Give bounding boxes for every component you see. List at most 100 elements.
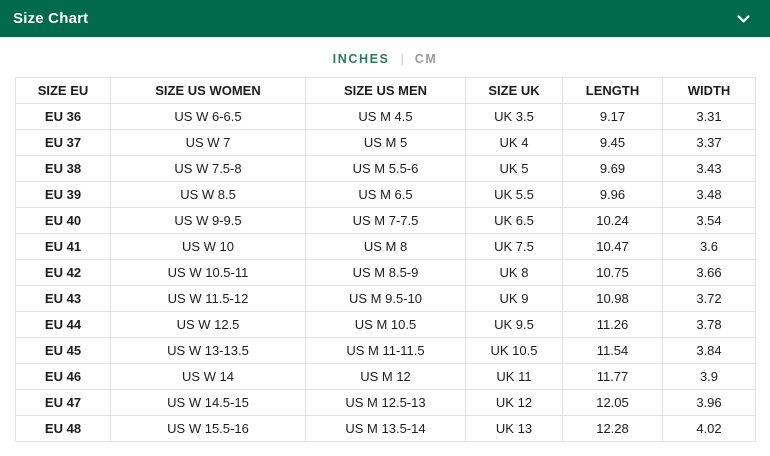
cell-length: 10.98 <box>562 285 663 312</box>
cell-size-us-women: US W 6-6.5 <box>110 103 306 130</box>
cell-size-us-men: US M 12.5-13 <box>305 389 466 416</box>
cell-size-us-women: US W 15.5-16 <box>110 415 306 442</box>
table-row: EU 45 US W 13-13.5 US M 11-11.5 UK 10.5 11.5… <box>15 337 756 364</box>
cell-size-us-women: US W 8.5 <box>110 181 306 208</box>
cell-length: 9.17 <box>562 103 663 130</box>
col-header-length: LENGTH <box>562 77 663 104</box>
cell-size-us-women: US W 7 <box>110 129 306 156</box>
cell-size-us-men: US M 5 <box>305 129 466 156</box>
cell-size-us-women: US W 14 <box>110 363 306 390</box>
cell-length: 9.96 <box>562 181 663 208</box>
cell-length: 11.26 <box>562 311 663 338</box>
table-row: EU 40 US W 9-9.5 US M 7-7.5 UK 6.5 10.24 3.54 <box>15 207 756 234</box>
size-conversion-table: SIZE EU SIZE US WOMEN SIZE US MEN SIZE U… <box>15 77 756 442</box>
unit-option-cm[interactable]: CM <box>414 52 438 66</box>
cell-width: 3.66 <box>662 259 756 286</box>
cell-size-us-men: US M 11-11.5 <box>305 337 466 364</box>
cell-width: 3.48 <box>662 181 756 208</box>
cell-size-us-men: US M 9.5-10 <box>305 285 466 312</box>
table-row: EU 47 US W 14.5-15 US M 12.5-13 UK 12 12.05 3… <box>15 389 756 416</box>
table-row: EU 37 US W 7 US M 5 UK 4 9.45 3.37 <box>15 129 756 156</box>
cell-width: 3.37 <box>662 129 756 156</box>
cell-size-us-women: US W 10.5-11 <box>110 259 306 286</box>
table-row: EU 46 US W 14 US M 12 UK 11 11.77 3.9 <box>15 363 756 390</box>
cell-size-eu: EU 40 <box>15 207 111 234</box>
unit-option-inches[interactable]: INCHES <box>332 52 390 66</box>
cell-length: 12.05 <box>562 389 663 416</box>
cell-size-us-men: US M 8 <box>305 233 466 260</box>
table-row: EU 43 US W 11.5-12 US M 9.5-10 UK 9 10.98 3.7… <box>15 285 756 312</box>
cell-size-uk: UK 3.5 <box>465 103 563 130</box>
cell-width: 3.31 <box>662 103 756 130</box>
cell-size-eu: EU 48 <box>15 415 111 442</box>
cell-size-uk: UK 9.5 <box>465 311 563 338</box>
col-header-size-us-men: SIZE US MEN <box>305 77 466 104</box>
col-header-width: WIDTH <box>662 77 756 104</box>
size-chart-header-bar[interactable]: Size Chart <box>0 0 770 37</box>
cell-size-eu: EU 47 <box>15 389 111 416</box>
cell-width: 3.78 <box>662 311 756 338</box>
cell-length: 9.45 <box>562 129 663 156</box>
unit-toggle-divider: | <box>400 52 404 66</box>
cell-length: 11.77 <box>562 363 663 390</box>
cell-width: 3.72 <box>662 285 756 312</box>
cell-size-eu: EU 37 <box>15 129 111 156</box>
cell-size-us-men: US M 10.5 <box>305 311 466 338</box>
cell-size-uk: UK 5 <box>465 155 563 182</box>
cell-width: 3.6 <box>662 233 756 260</box>
cell-length: 10.75 <box>562 259 663 286</box>
cell-size-eu: EU 45 <box>15 337 111 364</box>
table-row: EU 39 US W 8.5 US M 6.5 UK 5.5 9.96 3.48 <box>15 181 756 208</box>
cell-size-eu: EU 39 <box>15 181 111 208</box>
cell-size-us-women: US W 12.5 <box>110 311 306 338</box>
cell-size-uk: UK 11 <box>465 363 563 390</box>
cell-length: 12.28 <box>562 415 663 442</box>
table-row: EU 38 US W 7.5-8 US M 5.5-6 UK 5 9.69 3.43 <box>15 155 756 182</box>
cell-size-uk: UK 13 <box>465 415 563 442</box>
cell-length: 10.24 <box>562 207 663 234</box>
cell-size-eu: EU 44 <box>15 311 111 338</box>
cell-size-eu: EU 42 <box>15 259 111 286</box>
col-header-size-uk: SIZE UK <box>465 77 563 104</box>
cell-size-uk: UK 8 <box>465 259 563 286</box>
cell-size-eu: EU 38 <box>15 155 111 182</box>
table-row: EU 42 US W 10.5-11 US M 8.5-9 UK 8 10.75 3.66 <box>15 259 756 286</box>
cell-size-us-men: US M 4.5 <box>305 103 466 130</box>
cell-size-uk: UK 12 <box>465 389 563 416</box>
cell-size-us-women: US W 10 <box>110 233 306 260</box>
cell-size-us-women: US W 9-9.5 <box>110 207 306 234</box>
table-header-row: SIZE EU SIZE US WOMEN SIZE US MEN SIZE U… <box>15 77 756 104</box>
col-header-size-eu: SIZE EU <box>15 77 111 104</box>
table-row: EU 41 US W 10 US M 8 UK 7.5 10.47 3.6 <box>15 233 756 260</box>
cell-width: 3.84 <box>662 337 756 364</box>
cell-size-us-men: US M 7-7.5 <box>305 207 466 234</box>
cell-length: 11.54 <box>562 337 663 364</box>
cell-width: 3.96 <box>662 389 756 416</box>
unit-toggle: INCHES | CM <box>0 52 770 66</box>
cell-size-uk: UK 4 <box>465 129 563 156</box>
cell-size-uk: UK 10.5 <box>465 337 563 364</box>
cell-size-us-women: US W 11.5-12 <box>110 285 306 312</box>
cell-width: 3.9 <box>662 363 756 390</box>
cell-size-us-men: US M 8.5-9 <box>305 259 466 286</box>
cell-size-eu: EU 41 <box>15 233 111 260</box>
table-row: EU 44 US W 12.5 US M 10.5 UK 9.5 11.26 3.78 <box>15 311 756 338</box>
cell-size-eu: EU 46 <box>15 363 111 390</box>
chevron-down-icon[interactable] <box>735 10 752 27</box>
cell-size-uk: UK 6.5 <box>465 207 563 234</box>
cell-width: 3.43 <box>662 155 756 182</box>
cell-width: 4.02 <box>662 415 756 442</box>
size-table-body: EU 36 US W 6-6.5 US M 4.5 UK 3.5 9.17 3.31 EU … <box>15 103 756 442</box>
cell-length: 10.47 <box>562 233 663 260</box>
col-header-size-us-women: SIZE US WOMEN <box>110 77 306 104</box>
table-row: EU 48 US W 15.5-16 US M 13.5-14 UK 13 12.28 4… <box>15 415 756 442</box>
cell-size-us-men: US M 6.5 <box>305 181 466 208</box>
cell-size-uk: UK 5.5 <box>465 181 563 208</box>
cell-size-us-men: US M 13.5-14 <box>305 415 466 442</box>
cell-size-us-women: US W 7.5-8 <box>110 155 306 182</box>
cell-size-us-women: US W 13-13.5 <box>110 337 306 364</box>
table-row: EU 36 US W 6-6.5 US M 4.5 UK 3.5 9.17 3.31 <box>15 103 756 130</box>
cell-size-eu: EU 36 <box>15 103 111 130</box>
cell-size-uk: UK 9 <box>465 285 563 312</box>
cell-length: 9.69 <box>562 155 663 182</box>
